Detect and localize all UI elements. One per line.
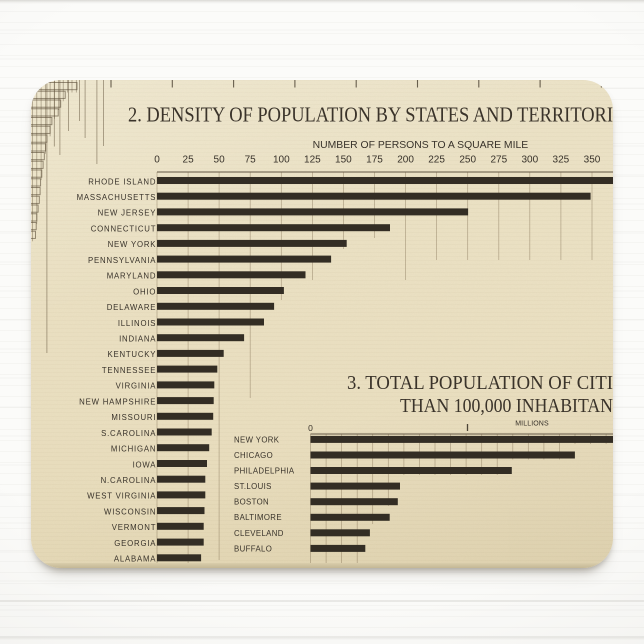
svg-text:MISSOURI: MISSOURI (111, 413, 156, 422)
svg-text:BALTIMORE: BALTIMORE (234, 513, 282, 522)
svg-text:ILLINOIS: ILLINOIS (118, 319, 156, 328)
svg-text:GEORGIA: GEORGIA (114, 539, 156, 548)
svg-text:225: 225 (428, 155, 445, 166)
svg-text:NEW YORK: NEW YORK (234, 435, 280, 444)
svg-text:NEW YORK: NEW YORK (108, 240, 157, 249)
svg-text:25: 25 (183, 155, 195, 166)
svg-text:325: 325 (553, 155, 570, 166)
svg-text:PENNSYLVANIA: PENNSYLVANIA (88, 256, 156, 265)
svg-text:TENNESSEE: TENNESSEE (102, 366, 156, 375)
svg-text:MICHIGAN: MICHIGAN (111, 445, 156, 454)
svg-text:50: 50 (214, 155, 226, 166)
svg-text:N.CAROLINA: N.CAROLINA (101, 476, 157, 485)
svg-text:3. TOTAL POPULATION OF CITI: 3. TOTAL POPULATION OF CITI (347, 372, 613, 394)
svg-text:NEW HAMPSHIRE: NEW HAMPSHIRE (79, 397, 156, 406)
svg-text:WEST VIRGINIA: WEST VIRGINIA (87, 492, 156, 501)
svg-text:300: 300 (521, 155, 538, 166)
svg-text:100: 100 (273, 155, 290, 166)
svg-text:OHIO: OHIO (133, 287, 156, 296)
svg-text:150: 150 (335, 155, 352, 166)
svg-text:KENTUCKY: KENTUCKY (107, 350, 156, 359)
svg-text:MARYLAND: MARYLAND (107, 272, 157, 281)
svg-text:S.CAROLINA: S.CAROLINA (101, 429, 156, 438)
svg-text:125: 125 (304, 155, 321, 166)
svg-text:WISCONSIN: WISCONSIN (104, 507, 156, 516)
svg-text:350: 350 (584, 155, 601, 166)
svg-text:BOSTON: BOSTON (234, 498, 269, 507)
svg-text:THAN 100,000 INHABITAN: THAN 100,000 INHABITAN (400, 395, 613, 417)
svg-text:VIRGINIA: VIRGINIA (116, 382, 157, 391)
svg-text:ST.LOUIS: ST.LOUIS (234, 482, 272, 491)
svg-text:275: 275 (490, 155, 507, 166)
svg-text:RHODE ISLAND: RHODE ISLAND (88, 177, 156, 186)
svg-text:75: 75 (245, 155, 257, 166)
svg-text:0: 0 (154, 155, 160, 166)
svg-text:MASSACHUSETTS: MASSACHUSETTS (77, 193, 157, 202)
svg-text:CLEVELAND: CLEVELAND (234, 529, 284, 538)
svg-text:CONNECTICUT: CONNECTICUT (91, 225, 157, 234)
svg-text:NUMBER OF PERSONS TO A SQUARE: NUMBER OF PERSONS TO A SQUARE MILE (313, 139, 529, 151)
svg-text:2. DENSITY OF POPULATION BY ST: 2. DENSITY OF POPULATION BY STATES AND T… (128, 103, 613, 127)
svg-text:VERMONT: VERMONT (112, 523, 157, 532)
svg-text:175: 175 (366, 155, 383, 166)
svg-text:IOWA: IOWA (133, 460, 157, 469)
svg-text:DELAWARE: DELAWARE (107, 303, 157, 312)
svg-text:0: 0 (308, 423, 313, 433)
svg-text:ALABAMA: ALABAMA (114, 555, 156, 564)
svg-text:PHILADELPHIA: PHILADELPHIA (234, 467, 295, 476)
svg-text:200: 200 (397, 155, 414, 166)
svg-text:INDIANA: INDIANA (119, 335, 156, 344)
svg-text:CHICAGO: CHICAGO (234, 451, 273, 460)
svg-text:MILLIONS: MILLIONS (515, 421, 549, 428)
svg-text:NEW JERSEY: NEW JERSEY (98, 209, 157, 218)
svg-text:BUFFALO: BUFFALO (234, 544, 272, 553)
svg-text:250: 250 (459, 155, 476, 166)
